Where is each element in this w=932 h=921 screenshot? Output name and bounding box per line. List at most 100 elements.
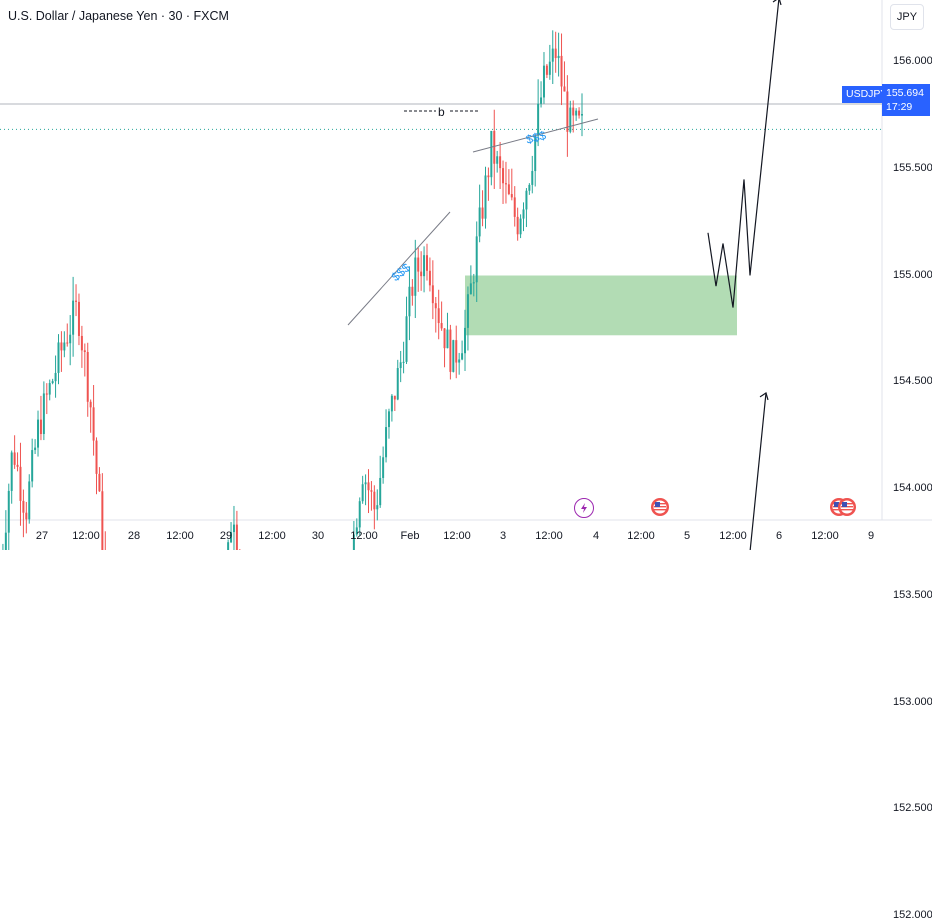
us-flag-icon[interactable]: [651, 498, 669, 516]
trendline-lower: [347, 211, 451, 326]
y-tick-label: 152.000: [893, 909, 932, 921]
x-tick-label: 12:00: [350, 530, 378, 542]
projection-arrowhead: [759, 391, 769, 401]
candle-body: [446, 329, 449, 349]
candle-body: [557, 55, 560, 59]
candle-body: [379, 477, 382, 506]
projection-path: [749, 392, 767, 550]
candle-body: [396, 368, 399, 400]
candle-body: [449, 329, 452, 372]
candle-body: [80, 335, 83, 351]
candle-body: [499, 156, 502, 169]
currency-selector[interactable]: JPY: [890, 4, 924, 30]
candle-body: [22, 500, 25, 513]
x-tick-label: 12:00: [72, 530, 100, 542]
candle-body: [458, 359, 461, 363]
x-tick-label: Feb: [400, 530, 420, 542]
candle-body: [452, 340, 455, 372]
candle-body: [83, 350, 86, 352]
y-tick-label: 153.000: [893, 695, 932, 708]
candle-body: [581, 114, 583, 116]
candle-body: [537, 103, 540, 136]
candle-body: [487, 175, 490, 178]
last-price-value: 155.694: [886, 87, 924, 99]
candle-body: [69, 334, 72, 344]
candle-body: [542, 65, 545, 98]
price-chart[interactable]: b$$$$$$: [0, 0, 932, 550]
x-tick-label: 9: [867, 530, 875, 542]
y-tick-label: 155.000: [893, 268, 932, 281]
candle-body: [387, 411, 390, 428]
candle-body: [373, 491, 376, 510]
symbol-price-tag: USDJPY: [842, 86, 887, 103]
candle-body: [19, 466, 22, 501]
demand-zone: [465, 275, 737, 336]
candle-body: [13, 452, 16, 465]
candle-body: [528, 184, 531, 191]
candle-body: [77, 301, 80, 336]
candle-body: [443, 328, 446, 349]
candle-body: [502, 168, 505, 184]
candle-body: [464, 327, 467, 354]
annotation-b: b: [438, 105, 445, 119]
candle-body: [232, 524, 235, 533]
candle-body: [469, 283, 472, 295]
x-tick-label: 12:00: [719, 530, 747, 542]
candle-body: [417, 257, 420, 272]
x-tick-label: 30: [311, 530, 325, 542]
y-tick-label: 156.000: [893, 55, 932, 67]
candle-body: [545, 65, 548, 75]
candle-body: [92, 407, 95, 441]
candle-body: [440, 323, 443, 329]
candle-body: [475, 236, 478, 283]
candle-body: [513, 197, 516, 217]
candle-body: [352, 534, 355, 550]
candle-body: [566, 91, 569, 132]
candle-body: [504, 183, 507, 185]
bar-countdown: 17:29: [886, 101, 913, 113]
candle-body: [572, 107, 575, 116]
candle-body: [510, 194, 513, 198]
x-tick-label: 28: [127, 530, 141, 542]
candle-body: [408, 286, 411, 317]
x-tick-label: 3: [499, 530, 507, 542]
last-price-tag: 155.694 17:29: [882, 84, 930, 116]
candle-body: [405, 316, 408, 362]
candle-body: [382, 457, 385, 478]
candle-body: [72, 300, 75, 335]
candle-body: [16, 464, 19, 467]
candle-body: [540, 97, 543, 104]
candle-body: [25, 512, 28, 520]
candle-body: [39, 419, 42, 435]
candle-body: [89, 401, 92, 408]
candle-body: [54, 372, 57, 382]
candle-body: [420, 271, 423, 277]
candle-body: [484, 175, 487, 219]
candle-body: [434, 303, 437, 309]
candle-body: [370, 490, 373, 492]
y-tick-label: 155.500: [893, 161, 932, 174]
projection-arrowhead: [772, 0, 782, 6]
projection-path: [707, 0, 780, 308]
candle-body: [437, 308, 440, 324]
candle-body: [235, 524, 238, 550]
candle-body: [525, 190, 528, 210]
candle-body: [10, 452, 13, 491]
candle-body: [390, 395, 393, 412]
candle-body: [519, 218, 522, 235]
candle-body: [461, 353, 464, 360]
y-tick-label: 152.500: [893, 802, 932, 815]
candle-body: [399, 362, 402, 369]
x-tick-label: 12:00: [627, 530, 655, 542]
candle-body: [428, 270, 431, 286]
candle-body: [414, 257, 417, 296]
candle-body: [4, 532, 7, 550]
candle-body: [423, 255, 426, 277]
lightning-icon[interactable]: [574, 498, 594, 518]
candle-body: [551, 48, 554, 62]
candle-body: [455, 340, 458, 363]
candle-body: [42, 393, 45, 435]
candle-body: [57, 342, 60, 373]
x-tick-label: 6: [775, 530, 783, 542]
us-flag-icon[interactable]: [838, 498, 856, 516]
